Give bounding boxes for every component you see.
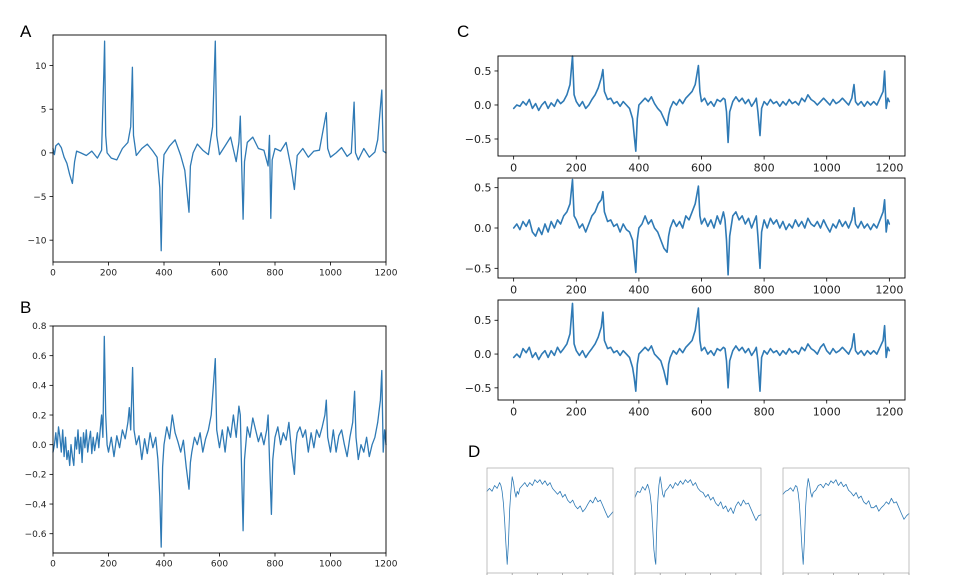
x-tick-label-c1-6: 1200 bbox=[875, 162, 903, 175]
series-line-d3-0 bbox=[782, 478, 910, 565]
y-tick-label-c3-0: −0.5 bbox=[465, 382, 492, 395]
x-tick-label-c3-5: 1000 bbox=[813, 406, 841, 419]
y-tick-label-c3-2: 0.5 bbox=[474, 314, 492, 327]
y-tick-label-a-1: −5 bbox=[33, 193, 46, 203]
y-tick-label-b-2: −0.2 bbox=[25, 471, 47, 481]
y-tick-label-b-3: 0.0 bbox=[32, 441, 47, 451]
x-tick-label-c3-0: 0 bbox=[510, 406, 517, 419]
x-tick-label-c2-5: 1000 bbox=[813, 284, 841, 297]
x-tick-label-c2-2: 400 bbox=[628, 284, 649, 297]
plot-frame-c1 bbox=[497, 55, 906, 157]
x-tick-label-c2-6: 1200 bbox=[875, 284, 903, 297]
y-tick-label-a-0: −10 bbox=[28, 236, 47, 246]
chart-d-right bbox=[782, 467, 910, 575]
y-tick-label-c1-2: 0.5 bbox=[474, 65, 492, 78]
x-tick-label-b-2: 400 bbox=[155, 560, 172, 570]
y-tick-label-c3-1: 0.0 bbox=[474, 348, 492, 361]
x-tick-label-b-6: 1200 bbox=[375, 560, 398, 570]
panel-label-c: C bbox=[457, 22, 469, 41]
plot-frame-c2 bbox=[497, 177, 906, 279]
chart-d-left bbox=[486, 467, 614, 575]
x-tick-label-c2-3: 600 bbox=[691, 284, 712, 297]
x-tick-label-c3-3: 600 bbox=[691, 406, 712, 419]
chart-b: 0 200 400 600 800 1000 1200 −0.6 −0.4 −0.2 0.0 0.2 0… bbox=[25, 322, 398, 569]
y-tick-label-b-5: 0.4 bbox=[32, 382, 47, 392]
plot-frame-d1 bbox=[486, 467, 614, 574]
x-tick-label-c3-2: 400 bbox=[628, 406, 649, 419]
x-tick-label-c2-4: 800 bbox=[754, 284, 775, 297]
x-tick-label-b-5: 1000 bbox=[319, 560, 342, 570]
plot-frame-d3 bbox=[782, 467, 910, 574]
y-tick-label-c2-2: 0.5 bbox=[474, 182, 492, 195]
x-tick-label-c1-4: 800 bbox=[754, 162, 775, 175]
x-tick-label-c1-0: 0 bbox=[510, 162, 517, 175]
plot-frame-b bbox=[52, 325, 387, 554]
series-line-d1-0 bbox=[486, 476, 614, 565]
x-tick-label-c1-1: 200 bbox=[566, 162, 587, 175]
y-tick-label-c1-0: −0.5 bbox=[465, 133, 492, 146]
chart-c-middle: 0 200 400 600 800 1000 1200 −0.5 0.0 0.5 bbox=[465, 177, 906, 297]
x-tick-label-c3-1: 200 bbox=[566, 406, 587, 419]
x-tick-label-c2-0: 0 bbox=[510, 284, 517, 297]
panel-label-b: B bbox=[20, 298, 31, 317]
x-tick-label-a-3: 600 bbox=[211, 269, 228, 279]
x-tick-label-a-5: 1000 bbox=[319, 269, 342, 279]
plot-frame-d2 bbox=[634, 467, 762, 574]
series-line-c3-0 bbox=[512, 302, 891, 392]
x-tick-label-b-1: 200 bbox=[100, 560, 117, 570]
x-tick-label-c3-6: 1200 bbox=[875, 406, 903, 419]
y-tick-label-c2-0: −0.5 bbox=[465, 262, 492, 275]
x-tick-label-a-4: 800 bbox=[266, 269, 283, 279]
y-tick-label-a-3: 5 bbox=[41, 105, 47, 115]
chart-d-center bbox=[634, 467, 762, 575]
x-tick-label-c2-1: 200 bbox=[566, 284, 587, 297]
chart-c-bottom: 0 200 400 600 800 1000 1200 −0.5 0.0 0.5 bbox=[465, 299, 906, 419]
x-tick-label-b-3: 600 bbox=[211, 560, 228, 570]
y-tick-label-b-7: 0.8 bbox=[32, 322, 47, 332]
plot-frame-a bbox=[52, 34, 387, 263]
y-tick-label-b-0: −0.6 bbox=[25, 530, 47, 540]
chart-c-top: 0 200 400 600 800 1000 1200 −0.5 0.0 0.5 bbox=[465, 55, 906, 175]
chart-a: 0 200 400 600 800 1000 1200 −10 −5 0 5 10 bbox=[28, 34, 398, 279]
series-line-b-0 bbox=[52, 335, 387, 548]
y-tick-label-a-2: 0 bbox=[41, 149, 47, 159]
x-tick-label-a-0: 0 bbox=[50, 269, 56, 279]
y-tick-label-b-4: 0.2 bbox=[32, 411, 46, 421]
x-tick-label-c3-4: 800 bbox=[754, 406, 775, 419]
x-tick-label-c1-2: 400 bbox=[628, 162, 649, 175]
y-tick-label-c2-1: 0.0 bbox=[474, 222, 492, 235]
series-line-c2-0 bbox=[512, 178, 891, 276]
x-tick-label-c1-5: 1000 bbox=[813, 162, 841, 175]
y-tick-label-b-1: −0.4 bbox=[25, 500, 47, 510]
x-tick-label-a-1: 200 bbox=[100, 269, 117, 279]
x-tick-label-b-0: 0 bbox=[50, 560, 56, 570]
y-tick-label-c1-1: 0.0 bbox=[474, 99, 492, 112]
series-line-a-0 bbox=[52, 40, 387, 252]
series-line-d2-0 bbox=[634, 476, 762, 565]
x-tick-label-b-4: 800 bbox=[266, 560, 283, 570]
series-line-c1-0 bbox=[512, 55, 891, 152]
panel-label-d: D bbox=[468, 442, 480, 461]
x-tick-label-a-6: 1200 bbox=[375, 269, 398, 279]
x-tick-label-a-2: 400 bbox=[155, 269, 172, 279]
y-tick-label-a-4: 10 bbox=[35, 62, 47, 72]
y-tick-label-b-6: 0.6 bbox=[32, 352, 47, 362]
panel-label-a: A bbox=[20, 22, 32, 41]
x-tick-label-c1-3: 600 bbox=[691, 162, 712, 175]
